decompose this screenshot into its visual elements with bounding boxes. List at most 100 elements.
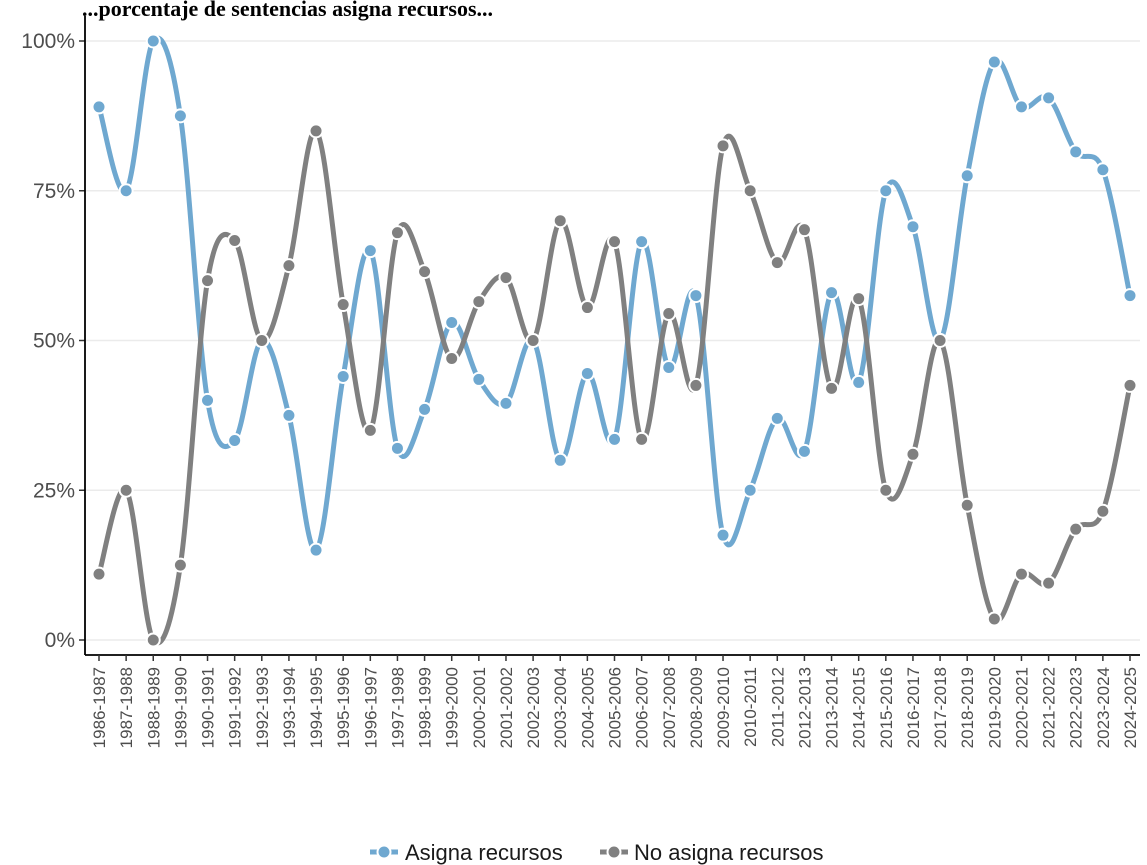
x-tick-label: 2018-2019 [958, 667, 977, 748]
x-tick-label: 2014-2015 [850, 667, 869, 748]
data-point [824, 285, 840, 301]
data-point [444, 350, 460, 366]
x-tick-label: 2001-2002 [497, 667, 516, 748]
data-point [851, 374, 867, 390]
x-tick-label: 2009-2010 [714, 667, 733, 748]
x-tick-label: 1994-1995 [307, 667, 326, 748]
data-point [389, 440, 405, 456]
data-point [715, 527, 731, 543]
data-point [878, 183, 894, 199]
data-point [769, 255, 785, 271]
y-tick-label: 50% [33, 330, 75, 353]
grid-lines [85, 40, 1140, 641]
data-point [145, 33, 161, 49]
legend-key-point [376, 844, 392, 860]
data-point [172, 557, 188, 573]
data-point [200, 273, 216, 289]
data-point [91, 99, 107, 115]
y-tick-label: 75% [33, 180, 75, 203]
x-tick-label: 2011-2012 [768, 667, 787, 747]
series-line [96, 128, 1133, 646]
y-tick-label: 25% [33, 479, 75, 502]
data-point [579, 300, 595, 316]
data-point [796, 222, 812, 238]
x-tick-label: 2012-2013 [795, 667, 814, 748]
data-point [932, 333, 948, 348]
data-point [1068, 521, 1084, 537]
x-tick-label: 2024-2025 [1121, 667, 1140, 748]
data-point [715, 138, 731, 154]
series-layer [91, 33, 1138, 648]
data-point [851, 291, 867, 307]
x-tick-label: 2022-2023 [1067, 667, 1086, 748]
data-point [417, 264, 433, 280]
data-point [1068, 144, 1084, 160]
data-point [281, 407, 297, 423]
x-tick-label: 2007-2008 [660, 667, 679, 748]
data-point [986, 611, 1002, 627]
data-point [579, 365, 595, 381]
data-point [607, 234, 622, 250]
legend-key-point [606, 844, 622, 860]
data-point [335, 368, 351, 384]
y-tick-label: 100% [21, 30, 75, 53]
data-point [959, 497, 975, 513]
x-tick-label: 2006-2007 [633, 667, 652, 748]
data-point [742, 183, 758, 199]
x-tick-label: 1987-1988 [117, 667, 136, 748]
data-point [824, 380, 840, 396]
x-tick-label: 2016-2017 [904, 667, 923, 748]
data-point [688, 288, 704, 304]
x-tick-label: 1991-1992 [226, 667, 245, 748]
x-tick-label: 1998-1999 [416, 667, 435, 748]
data-point [389, 225, 405, 241]
axes: 0% 25% 50% 75% 100% 1986-1987 1987-1988 1988-19… [21, 16, 1140, 748]
data-point [796, 443, 812, 459]
data-point [905, 446, 921, 462]
x-tick-label: 1989-1990 [171, 667, 190, 748]
x-tick-label: 2019-2020 [985, 667, 1004, 748]
y-tick-label: 0% [45, 629, 75, 652]
data-point [986, 54, 1002, 70]
x-tick-label: 2002-2003 [524, 667, 543, 748]
data-point [552, 213, 568, 229]
data-point [634, 234, 650, 250]
data-point [607, 431, 622, 447]
data-point [769, 410, 785, 426]
x-tick-label: 2021-2022 [1040, 667, 1059, 748]
x-tick-label: 2003-2004 [551, 667, 570, 748]
x-tick-label: 1999-2000 [443, 667, 462, 748]
x-tick-label: 1988-1989 [144, 667, 163, 748]
x-tick-label: 1990-1991 [199, 667, 218, 748]
data-point [688, 377, 704, 393]
data-point [525, 333, 541, 348]
x-tick-label: 2020-2021 [1012, 667, 1031, 748]
series-no-asigna-recursos [91, 123, 1138, 648]
x-tick-label: 1992-1993 [253, 667, 272, 748]
series-line [96, 35, 1133, 553]
data-point [471, 294, 487, 310]
data-point [227, 433, 243, 449]
data-point [498, 395, 514, 411]
data-point [1041, 90, 1057, 106]
legend-label: No asigna recursos [634, 840, 824, 865]
data-point [959, 168, 975, 184]
data-point [742, 482, 758, 498]
data-point [91, 566, 107, 582]
data-point [552, 452, 568, 468]
x-tick-label: 2013-2014 [823, 667, 842, 748]
x-tick-label: 1993-1994 [280, 667, 299, 748]
data-point [634, 431, 650, 447]
data-point [1122, 377, 1138, 393]
data-point [118, 183, 134, 199]
legend-label: Asigna recursos [405, 840, 563, 865]
x-tick-label: 2008-2009 [687, 667, 706, 748]
data-point [362, 243, 378, 259]
data-point [1013, 566, 1029, 582]
data-point [118, 482, 134, 498]
data-point [444, 315, 460, 331]
x-tick-label: 2005-2006 [606, 667, 625, 748]
data-point [498, 270, 514, 286]
data-point [878, 482, 894, 498]
